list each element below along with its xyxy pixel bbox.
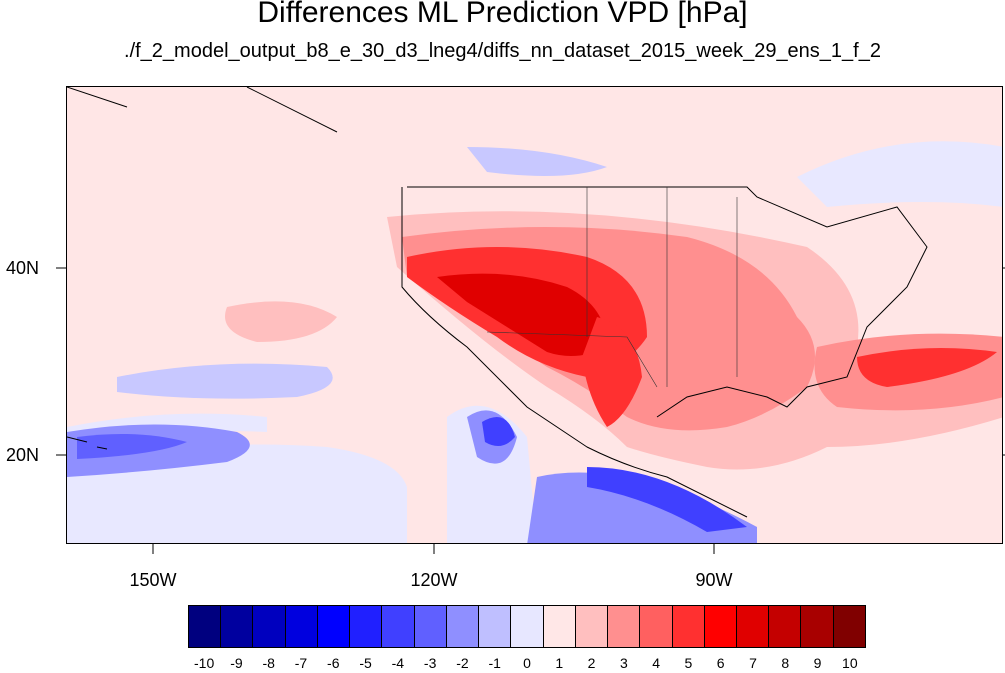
atlantic-deep-red-tongue bbox=[857, 348, 997, 387]
map-panel bbox=[66, 86, 1003, 544]
colorbar-box bbox=[575, 606, 609, 647]
colorbar-box bbox=[382, 606, 415, 647]
colorbar-tick-label: 3 bbox=[619, 655, 628, 671]
axis-ticks bbox=[56, 267, 1005, 554]
state-boundaries bbox=[486, 187, 738, 388]
colorbar-box bbox=[704, 606, 737, 647]
colorbar-tick-label: 0 bbox=[523, 655, 531, 671]
colorbar-box bbox=[285, 606, 318, 647]
colorbar-tick-label: 7 bbox=[749, 655, 757, 671]
colorbar-box bbox=[317, 606, 351, 647]
canada-light-blue-region bbox=[797, 141, 1002, 207]
colorbar-tick-label: -1 bbox=[488, 655, 501, 671]
colorbar-tick-label: -6 bbox=[327, 655, 340, 671]
colorbar-box bbox=[640, 606, 673, 647]
colorbar-box bbox=[769, 606, 802, 647]
mexico-red-region bbox=[582, 317, 642, 427]
pacific-deeper-blue-patch bbox=[77, 433, 187, 459]
west-coastline bbox=[401, 187, 748, 518]
pacific-blue-band-north bbox=[117, 363, 333, 399]
colorbar-box bbox=[446, 606, 480, 647]
colorbar-tick-label: 1 bbox=[555, 655, 564, 671]
colorbar-tick-label: 2 bbox=[587, 655, 596, 671]
colorbar-tick-label: -3 bbox=[423, 655, 437, 671]
colorbar-tick-label: 10 bbox=[842, 655, 858, 671]
colorbar-box bbox=[801, 606, 834, 647]
colorbar-tick-label: -5 bbox=[359, 655, 372, 671]
colorbar-tick-label: 5 bbox=[684, 655, 693, 671]
pacific-pink-patch bbox=[225, 301, 337, 342]
colorbar-box bbox=[221, 606, 254, 647]
colorbar-tick-label: -4 bbox=[391, 655, 405, 671]
colorbar-box bbox=[479, 606, 512, 647]
lon-label-150w: 150W bbox=[129, 570, 177, 590]
colorbar-tick-label: -2 bbox=[456, 655, 469, 671]
baja-offshore-dark-blue bbox=[482, 417, 515, 446]
lon-label-90w: 90W bbox=[695, 570, 733, 590]
lon-label-120w: 120W bbox=[410, 570, 458, 590]
colorbar-box bbox=[189, 606, 222, 647]
colorbar-box bbox=[608, 606, 641, 647]
colorbar-tick-label: 6 bbox=[716, 655, 725, 671]
colorbar-tick-label: 9 bbox=[813, 655, 822, 671]
north-pacific-blue-streak bbox=[467, 147, 607, 176]
colorbar bbox=[188, 605, 866, 648]
colorbar-tick-label: -8 bbox=[262, 655, 275, 671]
mexico-pacific-coast-dark-blue bbox=[587, 467, 747, 532]
southwest-core-red-region bbox=[437, 273, 607, 356]
colorbar-box bbox=[253, 606, 286, 647]
chart-subtitle: ./f_2_model_output_b8_e_30_d3_lneg4/diff… bbox=[124, 40, 881, 62]
colorbar-tick-label: -10 bbox=[194, 655, 215, 671]
colorbar-labels: -10 -9 -8 -7 -6 -5 -4 -3 -2 -1 0 1 2 3 4 5 6 7 8 9 10 bbox=[0, 655, 1005, 673]
hawaii-islands bbox=[67, 436, 108, 450]
colorbar-tick-label: 8 bbox=[781, 655, 790, 671]
colorbar-tick-label: 4 bbox=[652, 655, 661, 671]
colorbar-box bbox=[833, 606, 865, 647]
us-border-outline bbox=[407, 186, 928, 418]
colorbar-box bbox=[511, 606, 544, 647]
colorbar-box bbox=[672, 606, 705, 647]
colorbar-box bbox=[414, 606, 447, 647]
lat-label-40n: 40N bbox=[6, 258, 40, 278]
colorbar-box bbox=[543, 606, 576, 647]
colorbar-box bbox=[350, 606, 383, 647]
colorbar-box bbox=[736, 606, 770, 647]
chart-title: Differences ML Prediction VPD [hPa] bbox=[257, 0, 748, 29]
vpd-difference-map bbox=[67, 87, 1002, 543]
colorbar-tick-label: -7 bbox=[294, 655, 308, 671]
alaska-coastline bbox=[67, 87, 338, 133]
lat-label-20n: 20N bbox=[6, 445, 40, 465]
colorbar-tick-label: -9 bbox=[230, 655, 243, 671]
